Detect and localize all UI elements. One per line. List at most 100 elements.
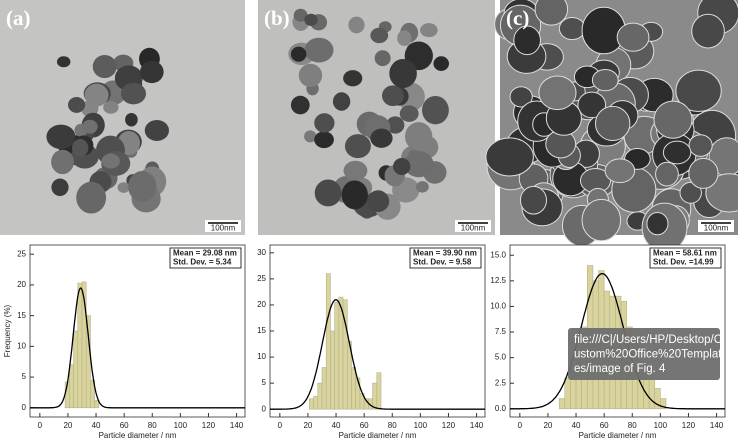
annotation: Std. Dev. = 5.34 — [173, 258, 232, 267]
particle — [534, 0, 569, 26]
y-tick-label: 2.5 — [495, 378, 507, 387]
y-tick-label: 5.0 — [495, 353, 507, 362]
annotation-box — [649, 247, 722, 269]
annotation: Std. Dev. =14.99 — [653, 258, 714, 267]
tem-image: (a) 100nm — [0, 0, 245, 235]
x-tick-label: 120 — [442, 421, 456, 430]
panel-label: (c) — [506, 6, 529, 30]
particle — [655, 161, 679, 187]
annotation: Mean = 58.61 nm — [653, 249, 717, 258]
y-tick-label: 10 — [257, 352, 266, 361]
particle — [509, 86, 533, 108]
bar — [90, 379, 95, 409]
bar — [77, 282, 83, 409]
x-tick-label: 80 — [388, 421, 397, 430]
y-tick-label: 0 — [262, 404, 267, 413]
particle — [46, 124, 76, 149]
particle — [404, 151, 434, 178]
particle — [304, 37, 334, 63]
fit-curve — [30, 287, 245, 409]
bar — [317, 382, 323, 410]
tooltip: file:///C|/Users/HP/Desktop/C ustom%20Off… — [568, 328, 722, 380]
x-tick-label: 20 — [63, 421, 72, 430]
particle — [344, 134, 371, 159]
annotation-box — [409, 247, 482, 269]
y-tick-label: 20 — [17, 280, 26, 289]
particle — [72, 138, 89, 157]
particle — [366, 190, 390, 213]
particle — [370, 128, 393, 148]
particle — [348, 16, 365, 34]
x-tick-label: 120 — [202, 421, 216, 430]
particle — [51, 178, 69, 197]
y-tick-label: 7.5 — [495, 327, 507, 336]
bar — [69, 364, 74, 409]
x-tick-label: 60 — [360, 421, 369, 430]
particle — [103, 101, 119, 114]
particle — [370, 27, 389, 44]
y-tick-label: 25 — [257, 274, 266, 283]
particle — [415, 181, 429, 193]
image-background — [0, 0, 245, 235]
particle — [314, 131, 334, 149]
particle — [304, 13, 318, 26]
particle — [653, 100, 693, 139]
x-tick-label: 80 — [628, 421, 637, 430]
particle — [558, 17, 586, 41]
particle — [144, 119, 169, 141]
bar — [648, 377, 656, 410]
plot-area — [29, 244, 246, 418]
bar — [558, 398, 566, 410]
x-tick-label: 0 — [38, 421, 43, 430]
y-tick-label: 0 — [22, 403, 27, 412]
x-tick-label: 20 — [543, 421, 552, 430]
particle — [128, 171, 157, 202]
x-axis-label: Particle diameter / nm — [579, 431, 657, 440]
particle — [420, 23, 438, 38]
particle — [381, 85, 404, 107]
tooltip-box — [568, 328, 720, 380]
fit-curve — [510, 273, 725, 410]
particle — [604, 158, 636, 184]
scale-bar-label: 100nm — [461, 224, 486, 233]
x-tick-label: 140 — [230, 421, 244, 430]
bar — [355, 377, 361, 410]
particle — [433, 56, 450, 71]
tooltip-text: es/image of Fig. 4 — [574, 363, 666, 375]
particle — [304, 130, 317, 143]
particle — [314, 113, 335, 133]
scale-bar-label: 100nm — [211, 224, 236, 233]
particle — [675, 69, 722, 113]
particle — [399, 105, 419, 122]
particle — [386, 116, 405, 134]
particle — [389, 58, 417, 88]
particle — [691, 13, 725, 49]
y-tick-label: 30 — [257, 248, 266, 257]
particle — [646, 211, 669, 236]
particle — [519, 185, 548, 215]
particle — [422, 95, 449, 125]
tooltip-text: file:///C|/Users/HP/Desktop/C — [574, 334, 722, 346]
annotation: Mean = 29.08 nm — [173, 249, 237, 258]
tem-image: (c) 100nm — [485, 0, 738, 253]
particle — [140, 60, 164, 84]
particle — [51, 149, 74, 175]
x-tick-label: 60 — [600, 421, 609, 430]
particle — [290, 95, 310, 115]
particle — [82, 119, 98, 134]
particle — [513, 25, 541, 56]
y-tick-label: 5 — [22, 372, 27, 381]
y-tick-label: 15 — [257, 326, 266, 335]
x-tick-label: 20 — [303, 421, 312, 430]
particle — [393, 157, 411, 176]
bar — [376, 372, 382, 410]
particle — [290, 46, 307, 62]
particle — [56, 56, 71, 68]
bar — [372, 382, 378, 410]
x-axis-label: Particle diameter / nm — [99, 431, 177, 440]
bar — [73, 330, 79, 409]
bar — [85, 315, 91, 409]
x-tick-label: 0 — [518, 421, 523, 430]
y-tick-label: 5 — [262, 378, 267, 387]
